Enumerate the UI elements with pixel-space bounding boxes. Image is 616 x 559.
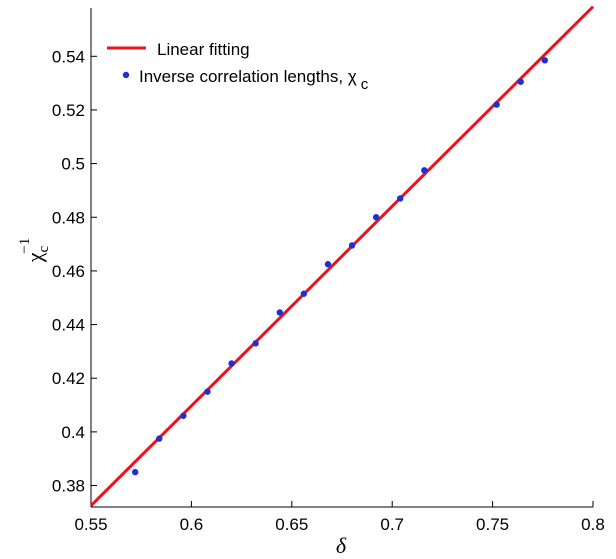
y-tick-label: 0.38 bbox=[52, 477, 85, 496]
legend-label-inverse-correlation-subscript: c bbox=[361, 76, 369, 93]
data-point bbox=[324, 261, 332, 268]
series-layer bbox=[89, 5, 595, 507]
y-tick-labels: 0.38 0.4 0.42 0.44 0.46 0.48 0.5 0.52 0.54 bbox=[52, 47, 85, 495]
axes bbox=[90, 8, 593, 508]
y-tick-label: 0.44 bbox=[52, 316, 85, 335]
data-point bbox=[517, 78, 524, 85]
legend: Linear fitting Inverse correlation lengt… bbox=[107, 40, 369, 93]
legend-label-inverse-correlation-text: Inverse correlation lengths, χ bbox=[139, 67, 357, 86]
data-point bbox=[228, 360, 235, 367]
legend-marker-swatch bbox=[122, 71, 130, 79]
y-axis-label-superscript: −1 bbox=[17, 238, 33, 254]
x-tick-label: 0.75 bbox=[476, 515, 509, 534]
x-axis-label: δ bbox=[336, 533, 347, 558]
x-tick-labels: 0.55 0.6 0.65 0.7 0.75 0.8 bbox=[74, 515, 604, 534]
y-axis-label-subscript: c bbox=[36, 245, 52, 252]
data-point bbox=[421, 167, 428, 174]
x-tick-label: 0.55 bbox=[74, 515, 107, 534]
y-tick-label: 0.48 bbox=[52, 208, 85, 227]
legend-label-linear-fitting: Linear fitting bbox=[157, 40, 250, 59]
data-point bbox=[493, 101, 500, 108]
y-axis-label: χc−1 bbox=[17, 238, 52, 263]
data-point bbox=[156, 435, 163, 442]
data-point bbox=[180, 412, 187, 419]
x-tick-label: 0.8 bbox=[581, 515, 605, 534]
y-tick-label: 0.4 bbox=[61, 423, 85, 442]
y-tick-label: 0.46 bbox=[52, 262, 85, 281]
y-tick-label: 0.54 bbox=[52, 47, 85, 66]
x-tick-label: 0.65 bbox=[275, 515, 308, 534]
x-tick-label: 0.6 bbox=[180, 515, 204, 534]
data-point bbox=[348, 242, 356, 249]
data-point bbox=[204, 388, 211, 395]
series-line-linear-fitting bbox=[89, 5, 595, 507]
data-point bbox=[397, 195, 404, 202]
svg-text:χc−1: χc−1 bbox=[17, 238, 52, 263]
y-tick-label: 0.5 bbox=[61, 155, 85, 174]
y-axis-label-base: χ bbox=[22, 252, 47, 263]
data-point bbox=[131, 468, 139, 476]
data-point bbox=[541, 57, 549, 64]
data-point bbox=[276, 309, 283, 316]
y-tick-label: 0.52 bbox=[52, 101, 85, 120]
x-tick-label: 0.7 bbox=[380, 515, 404, 534]
data-point bbox=[300, 290, 308, 297]
tick-marks bbox=[90, 55, 594, 507]
data-point bbox=[252, 340, 259, 347]
y-tick-label: 0.42 bbox=[52, 369, 85, 388]
data-point bbox=[372, 214, 380, 221]
